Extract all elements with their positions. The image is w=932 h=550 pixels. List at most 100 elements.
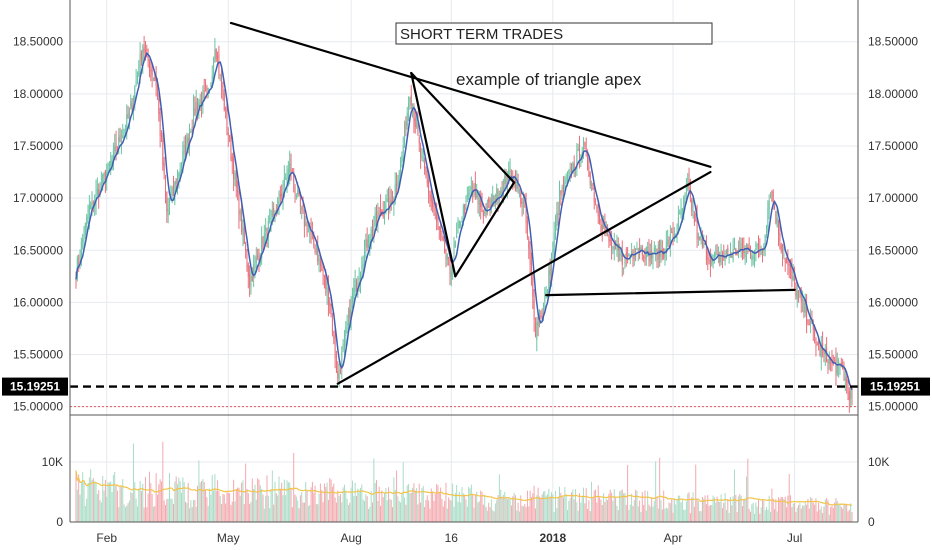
volume-bar xyxy=(162,441,164,522)
volume-bar xyxy=(449,499,451,522)
volume-bar xyxy=(623,493,625,522)
candle-body xyxy=(727,247,729,255)
volume-bar xyxy=(241,482,243,522)
volume-bar xyxy=(445,482,447,522)
volume-bar xyxy=(752,502,754,522)
candle-body xyxy=(405,121,407,130)
candle-body xyxy=(347,310,349,326)
volume-bar xyxy=(679,495,681,522)
candle-body xyxy=(518,189,520,192)
candle-body xyxy=(434,213,436,215)
candle-body xyxy=(766,226,768,235)
price-tick-label-left: 17.50000 xyxy=(13,139,63,153)
volume-bar xyxy=(454,492,456,522)
candle-body xyxy=(107,162,109,173)
volume-bar xyxy=(524,504,526,522)
candle-body xyxy=(802,297,804,301)
candle-body xyxy=(556,212,558,227)
volume-bar xyxy=(110,481,112,522)
candle-body xyxy=(287,168,289,180)
volume-bar xyxy=(612,500,614,522)
candle-body xyxy=(753,253,755,256)
candle-body xyxy=(343,334,345,345)
candle-body xyxy=(621,252,623,265)
volume-bar xyxy=(838,503,840,522)
candle-body xyxy=(96,188,98,195)
candle-body xyxy=(404,125,406,144)
volume-bar xyxy=(377,500,379,522)
volume-bar xyxy=(695,464,697,522)
candle-body xyxy=(850,390,852,400)
volume-bar xyxy=(466,506,468,522)
volume-bar xyxy=(405,504,407,522)
volume-bar xyxy=(334,497,336,522)
volume-bar xyxy=(703,498,705,522)
candle-body xyxy=(229,135,231,137)
volume-bar xyxy=(763,500,765,522)
candle-body xyxy=(585,147,587,151)
volume-bar xyxy=(512,496,514,522)
volume-bar xyxy=(828,514,830,522)
candle-body xyxy=(724,254,726,262)
candle-body xyxy=(426,179,428,184)
volume-bar xyxy=(278,476,280,522)
volume-bar xyxy=(326,482,328,522)
volume-bar xyxy=(189,508,191,522)
volume-bar xyxy=(450,500,452,522)
volume-bar xyxy=(246,489,248,522)
candle-body xyxy=(163,162,165,176)
overlays xyxy=(70,21,858,408)
volume-bar xyxy=(687,493,689,522)
candle-body xyxy=(206,86,208,90)
volume-bar xyxy=(425,499,427,522)
volume-bar xyxy=(537,487,539,522)
volume-bar xyxy=(343,484,345,522)
candle-body xyxy=(510,174,512,178)
candle-body xyxy=(83,236,85,240)
candle-body xyxy=(281,194,283,197)
volume-bar xyxy=(438,492,440,522)
candle-body xyxy=(251,275,253,281)
volume-bar xyxy=(504,491,506,522)
volume-bar xyxy=(604,501,606,522)
candle-body xyxy=(673,234,675,240)
candle-body xyxy=(454,241,456,247)
candle-body xyxy=(751,255,753,260)
candle-body xyxy=(205,89,207,91)
volume-bar xyxy=(832,508,834,522)
volume-bar xyxy=(468,486,470,522)
candle-body xyxy=(234,173,236,180)
volume-bar xyxy=(556,508,558,522)
volume-bar xyxy=(847,511,849,522)
current-price-label-right: 15.19251 xyxy=(870,380,920,394)
candle-body xyxy=(620,252,622,258)
candle-body xyxy=(721,256,723,258)
volume-bar xyxy=(490,499,492,522)
price-tick-label-right: 16.50000 xyxy=(868,243,918,257)
candle-body xyxy=(384,213,386,220)
candle-body xyxy=(728,255,730,258)
candle-body xyxy=(257,256,259,258)
volume-bar xyxy=(207,506,209,522)
volume-bar xyxy=(390,499,392,522)
time-tick-label: 16 xyxy=(445,531,459,545)
volume-bar xyxy=(250,501,252,522)
candle-body xyxy=(810,319,812,325)
volume-bar xyxy=(824,499,826,522)
volume-bar xyxy=(544,490,546,522)
volume-bar xyxy=(827,500,829,522)
candle-body xyxy=(453,245,455,259)
volume-bar xyxy=(513,492,515,522)
volume-bar xyxy=(318,493,320,522)
candle-body xyxy=(462,206,464,217)
candle-body xyxy=(637,248,639,251)
candle-body xyxy=(394,184,396,196)
candle-body xyxy=(771,190,773,193)
volume-bar xyxy=(733,469,735,522)
candle-body xyxy=(521,201,523,205)
candle-body xyxy=(537,321,539,326)
volume-bar xyxy=(480,490,482,522)
volume-bar xyxy=(193,499,195,522)
candle-body xyxy=(731,256,733,258)
volume-bar xyxy=(78,474,80,522)
